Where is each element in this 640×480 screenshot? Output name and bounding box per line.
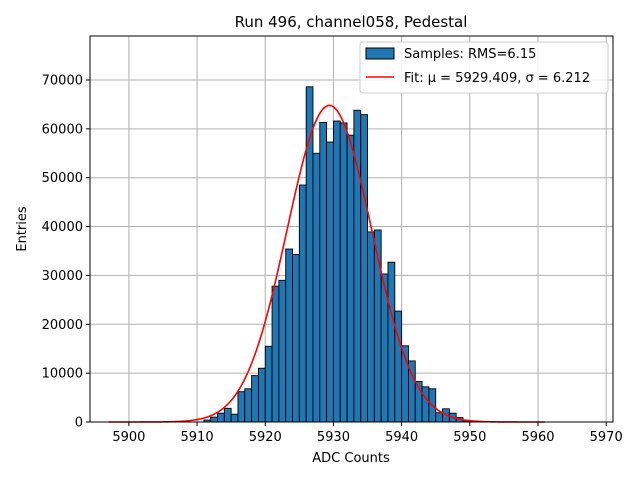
x-tick-label: 5930 xyxy=(317,430,350,445)
histogram-bar xyxy=(237,391,246,423)
histogram-bar xyxy=(435,412,443,423)
histogram-bar xyxy=(257,367,266,423)
histogram-bar xyxy=(210,416,218,423)
histogram-bar xyxy=(326,141,334,423)
y-tick-label: 70000 xyxy=(42,73,83,88)
y-tick-label: 30000 xyxy=(42,269,83,284)
histogram-bar xyxy=(298,184,307,423)
histogram-bar xyxy=(312,152,321,423)
x-tick-label: 5910 xyxy=(181,430,214,445)
x-tick-label: 5900 xyxy=(112,430,145,445)
x-tick-label: 5950 xyxy=(453,430,486,445)
histogram-bar xyxy=(285,248,293,423)
histogram-bar xyxy=(264,345,273,423)
y-axis-ticks: 0 10000 20000 30000 40000 50000 60000 70000 xyxy=(42,73,90,431)
legend-fit-text: Fit: μ = 5929.409, σ = 6.212 xyxy=(404,71,590,86)
histogram-bar xyxy=(223,407,232,423)
plot-frame xyxy=(89,35,614,423)
histogram-bar xyxy=(339,122,348,423)
histogram-bars xyxy=(203,86,471,423)
legend-fit-label: Fit: μ = 5929.409, σ = 6.212 xyxy=(404,71,590,86)
fit-curve xyxy=(108,104,545,423)
y-tick-label: 10000 xyxy=(42,367,83,382)
legend-samples-swatch xyxy=(365,47,395,60)
y-tick-label: 40000 xyxy=(42,220,83,235)
histogram-bar xyxy=(421,386,430,423)
histogram-bar xyxy=(319,122,328,423)
histogram-bar xyxy=(292,253,300,423)
histogram-bar xyxy=(271,285,280,423)
legend-samples-label: Samples: RMS=6.15 xyxy=(404,47,536,62)
histogram-bar xyxy=(244,388,253,423)
y-tick-label: 60000 xyxy=(42,122,83,137)
histogram-bar xyxy=(387,261,396,423)
x-axis-label: ADC Counts xyxy=(312,451,390,466)
histogram-bar xyxy=(367,231,375,423)
x-tick-label: 5920 xyxy=(249,430,282,445)
y-tick-label: 0 xyxy=(75,416,83,431)
x-tick-label: 5960 xyxy=(521,430,554,445)
legend: Samples: RMS=6.15 Fit: μ = 5929.409, σ =… xyxy=(359,41,609,94)
histogram-bar xyxy=(217,412,225,423)
y-tick-label: 20000 xyxy=(42,318,83,333)
histogram-bar xyxy=(346,134,355,423)
y-tick-label: 50000 xyxy=(42,171,83,186)
chart-title: Run 496, channel058, Pedestal xyxy=(235,13,468,31)
x-tick-label: 5940 xyxy=(385,430,418,445)
x-tick-label: 5970 xyxy=(590,430,623,445)
histogram-bar xyxy=(230,413,239,423)
histogram-bar xyxy=(332,120,341,423)
legend-box xyxy=(359,41,609,94)
histogram-bar xyxy=(278,279,287,423)
histogram-bar xyxy=(251,375,259,423)
x-axis-ticks: 5900 5910 5920 5930 5940 5950 5960 5970 xyxy=(112,422,623,445)
histogram-bar xyxy=(360,114,368,423)
y-axis-label: Entries xyxy=(15,206,30,252)
